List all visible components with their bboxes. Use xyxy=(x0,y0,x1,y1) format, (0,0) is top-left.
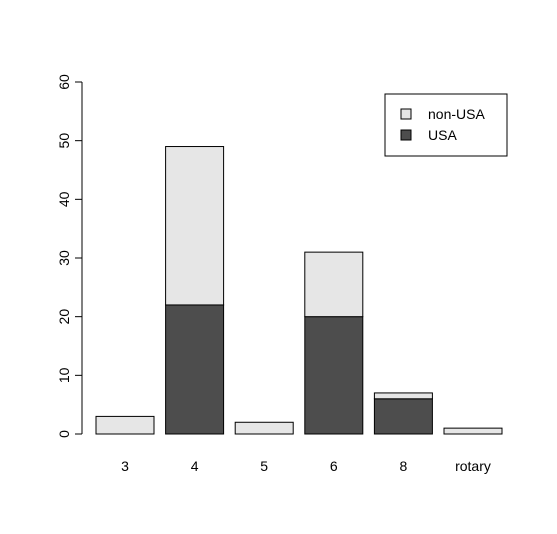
legend-swatch-usa xyxy=(400,129,412,141)
x-tick-label: 4 xyxy=(191,458,199,474)
bar-non-usa-6 xyxy=(304,251,364,318)
bar-usa-4 xyxy=(165,304,225,435)
legend-swatch-non-usa xyxy=(400,108,412,120)
x-tick-label: 3 xyxy=(121,458,129,474)
bars-group xyxy=(95,146,503,435)
y-tick-label: 0 xyxy=(56,430,72,438)
bar-non-usa-4 xyxy=(165,146,225,306)
legend-box xyxy=(384,93,508,157)
legend-label-usa: USA xyxy=(428,127,457,143)
legend: non-USA USA xyxy=(384,93,508,157)
y-tick-label: 10 xyxy=(56,367,72,383)
bar-non-usa-3 xyxy=(95,415,155,435)
legend-label-non-usa: non-USA xyxy=(428,106,485,122)
bar-non-usa-5 xyxy=(234,421,294,435)
bar-non-usa-rotary xyxy=(443,427,503,435)
x-tick-label: 6 xyxy=(330,458,338,474)
bar-usa-8 xyxy=(373,398,433,435)
x-tick-label: 5 xyxy=(260,458,268,474)
y-tick-label: 20 xyxy=(56,309,72,325)
y-tick-label: 30 xyxy=(56,250,72,266)
x-tick-label: rotary xyxy=(455,458,491,474)
y-tick-label: 50 xyxy=(56,133,72,149)
y-tick-label: 40 xyxy=(56,191,72,207)
x-axis-labels: 3 4 5 6 8 rotary xyxy=(121,458,491,474)
y-tick-label: 60 xyxy=(56,74,72,90)
bar-non-usa-8 xyxy=(373,392,433,400)
x-tick-label: 8 xyxy=(400,458,408,474)
bar-usa-6 xyxy=(304,316,364,435)
y-axis: 0 10 20 30 40 50 60 xyxy=(56,74,83,438)
